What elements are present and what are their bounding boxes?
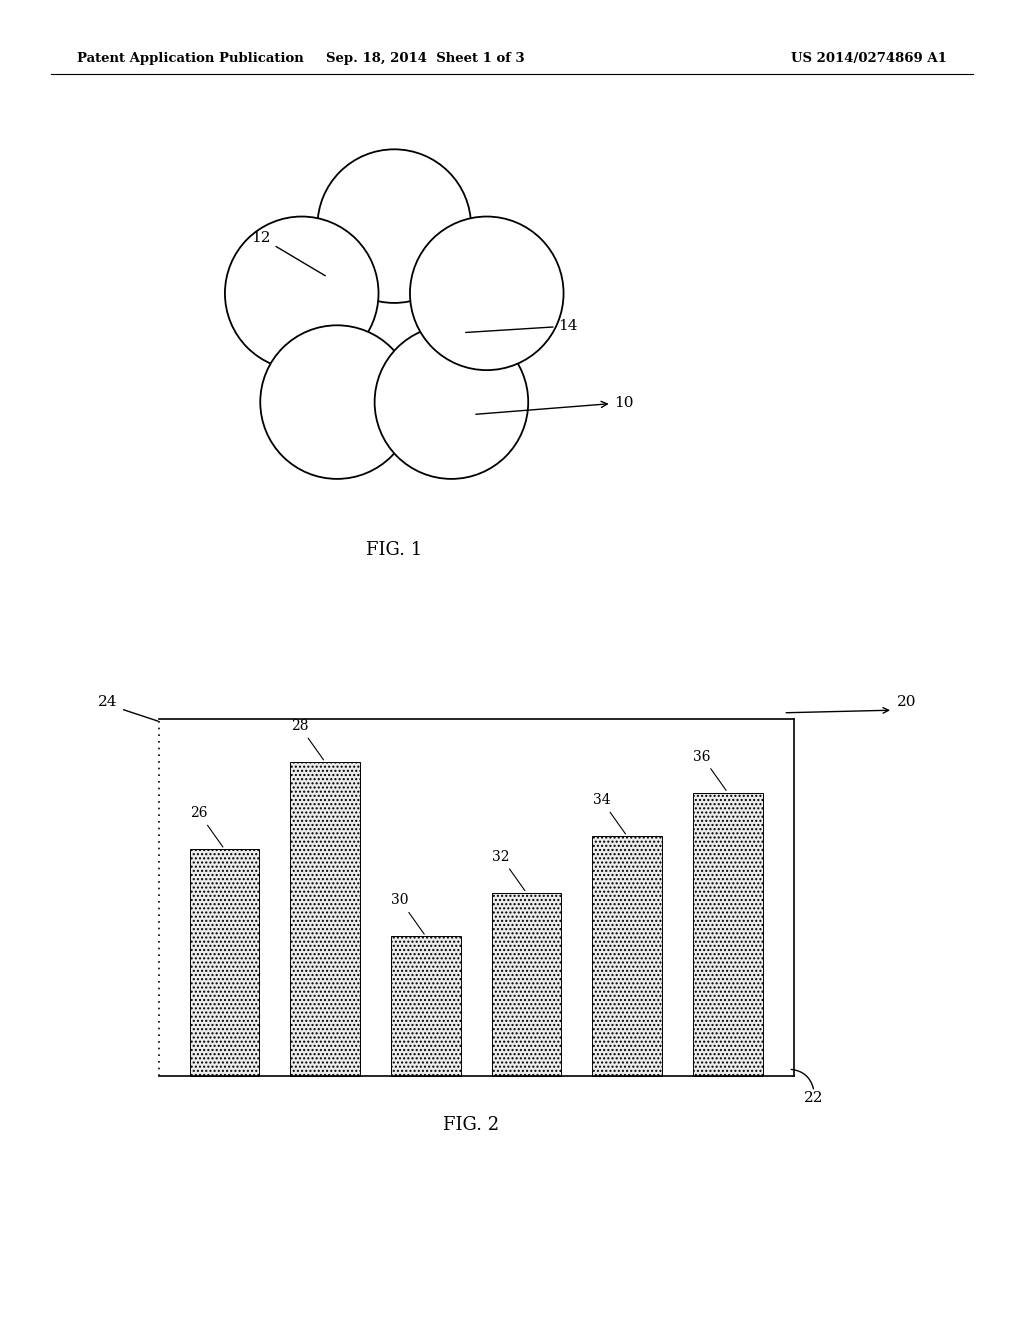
Text: US 2014/0274869 A1: US 2014/0274869 A1 — [792, 51, 947, 65]
Bar — [391, 936, 461, 1076]
Text: FIG. 2: FIG. 2 — [443, 1115, 499, 1134]
Bar — [291, 762, 360, 1076]
Text: 14: 14 — [466, 319, 579, 333]
Text: Sep. 18, 2014  Sheet 1 of 3: Sep. 18, 2014 Sheet 1 of 3 — [326, 51, 524, 65]
Text: 12: 12 — [251, 231, 326, 276]
Text: 34: 34 — [593, 793, 626, 834]
Text: Patent Application Publication: Patent Application Publication — [77, 51, 303, 65]
Text: FIG. 1: FIG. 1 — [367, 541, 422, 560]
Ellipse shape — [410, 216, 563, 370]
Text: 32: 32 — [493, 850, 525, 891]
Text: 24: 24 — [97, 696, 118, 709]
Text: 22: 22 — [804, 1092, 823, 1105]
Ellipse shape — [260, 325, 414, 479]
Text: 28: 28 — [291, 719, 324, 760]
Bar — [592, 837, 662, 1076]
Text: 26: 26 — [190, 807, 223, 847]
Text: 36: 36 — [693, 750, 726, 791]
Bar — [189, 849, 259, 1076]
Ellipse shape — [317, 149, 471, 302]
Text: 30: 30 — [391, 894, 424, 935]
Text: 10: 10 — [476, 396, 634, 414]
Ellipse shape — [225, 216, 379, 370]
Ellipse shape — [375, 325, 528, 479]
Text: 20: 20 — [896, 696, 916, 709]
Bar — [492, 892, 561, 1076]
Bar — [693, 792, 763, 1076]
